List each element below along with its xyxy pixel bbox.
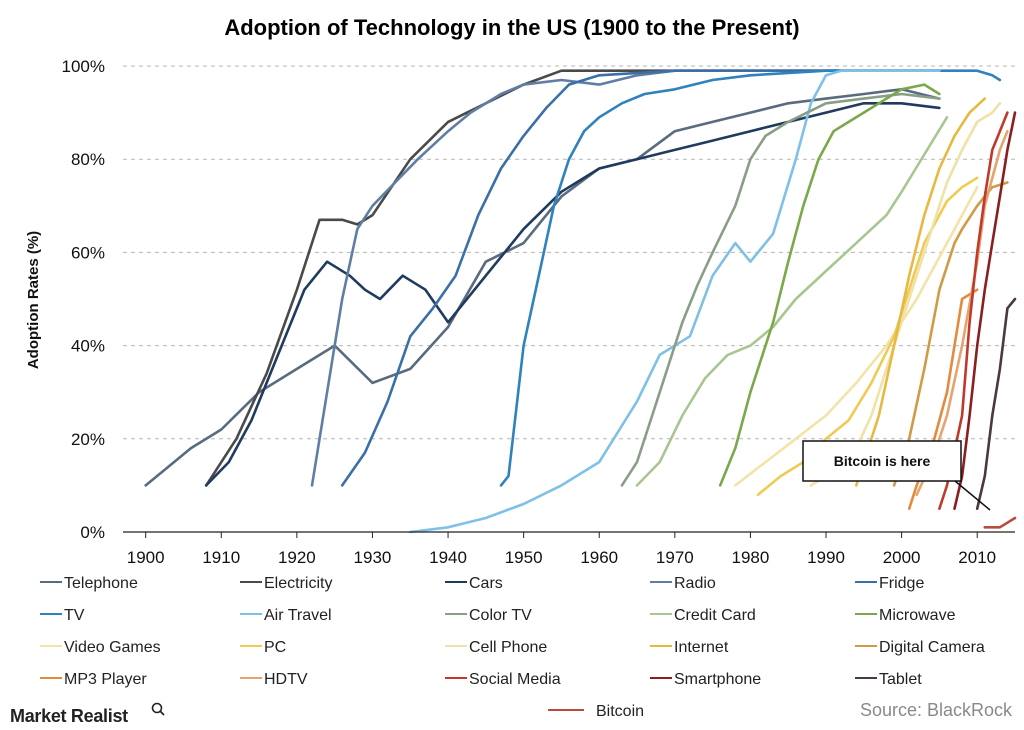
legend: Telephone Electricity Cars Radio Fridge TV Air… bbox=[40, 575, 985, 720]
x-tick-label: 2000 bbox=[883, 548, 921, 567]
legend-label-video-games: Video Games bbox=[64, 639, 161, 656]
y-axis-label: Adoption Rates (%) bbox=[25, 231, 42, 369]
source-note: Source: BlackRock bbox=[860, 700, 1013, 720]
series-line-mp3-player bbox=[907, 288, 979, 510]
x-tick-label: 1980 bbox=[732, 548, 770, 567]
x-tick-label: 1900 bbox=[127, 548, 165, 567]
x-tick-label: 1970 bbox=[656, 548, 694, 567]
x-tick-label: 1930 bbox=[354, 548, 392, 567]
legend-label-air-travel: Air Travel bbox=[264, 607, 332, 624]
series-line-color-tv bbox=[620, 92, 941, 487]
legend-label-social-media: Social Media bbox=[469, 671, 561, 688]
legend-label-hdtv: HDTV bbox=[264, 671, 308, 688]
x-tick-label: 2010 bbox=[958, 548, 996, 567]
series-line-cars bbox=[204, 102, 941, 487]
legend-label-cell-phone: Cell Phone bbox=[469, 639, 547, 656]
legend-label-internet: Internet bbox=[674, 639, 729, 656]
legend-label-fridge: Fridge bbox=[879, 575, 924, 592]
magnifier-icon bbox=[151, 702, 165, 716]
legend-label-radio: Radio bbox=[674, 575, 716, 592]
y-tick-label: 60% bbox=[71, 243, 105, 262]
legend-label-telephone: Telephone bbox=[64, 575, 138, 592]
x-tick-label: 1910 bbox=[202, 548, 240, 567]
series-line-radio bbox=[310, 69, 941, 487]
series-line-electricity bbox=[204, 69, 941, 487]
series-line-bitcoin bbox=[983, 516, 1017, 529]
series-line-video-games bbox=[734, 185, 979, 487]
legend-label-bitcoin: Bitcoin bbox=[596, 703, 644, 720]
legend-label-tablet: Tablet bbox=[879, 671, 922, 688]
y-tick-label: 100% bbox=[62, 57, 105, 76]
brand-logo: Market Realist bbox=[10, 706, 128, 726]
series-line-telephone bbox=[144, 88, 941, 487]
series-lines bbox=[144, 69, 1017, 534]
chart-title: Adoption of Technology in the US (1900 t… bbox=[224, 15, 799, 40]
series-line-smartphone bbox=[953, 111, 1017, 510]
series-line-air-travel bbox=[409, 69, 941, 534]
legend-label-smartphone: Smartphone bbox=[674, 671, 761, 688]
legend-label-digital-camera: Digital Camera bbox=[879, 639, 985, 656]
x-tick-label: 1960 bbox=[580, 548, 618, 567]
x-tick-label: 1950 bbox=[505, 548, 543, 567]
y-tick-label: 80% bbox=[71, 150, 105, 169]
series-line-tablet bbox=[975, 297, 1017, 510]
x-tick-label: 1990 bbox=[807, 548, 845, 567]
x-tick-label: 1920 bbox=[278, 548, 316, 567]
legend-label-mp3-player: MP3 Player bbox=[64, 671, 147, 688]
legend-label-tv: TV bbox=[64, 607, 85, 624]
series-line-microwave bbox=[718, 83, 941, 487]
series-line-internet bbox=[855, 97, 987, 487]
axes: 0% 20% 40% 60% 80% 100% 1900 1910 1920 1930 1940 19… bbox=[62, 57, 1015, 567]
y-tick-label: 20% bbox=[71, 430, 105, 449]
series-line-credit-card bbox=[635, 116, 949, 487]
annotation-text: Bitcoin is here bbox=[834, 453, 931, 469]
legend-label-pc: PC bbox=[264, 639, 286, 656]
legend-label-microwave: Microwave bbox=[879, 607, 956, 624]
legend-label-cars: Cars bbox=[469, 575, 503, 592]
y-tick-label: 40% bbox=[71, 337, 105, 356]
annotation: Bitcoin is here bbox=[802, 440, 991, 511]
series-line-tv bbox=[499, 69, 1002, 487]
legend-label-electricity: Electricity bbox=[264, 575, 332, 592]
y-tick-label: 0% bbox=[80, 523, 105, 542]
legend-label-credit-card: Credit Card bbox=[674, 607, 756, 624]
annotation-box bbox=[802, 440, 962, 482]
annotation-pointer bbox=[954, 480, 991, 511]
series-line-fridge bbox=[340, 69, 941, 487]
series-line-pc bbox=[756, 176, 979, 496]
x-tick-label: 1940 bbox=[429, 548, 467, 567]
legend-label-color-tv: Color TV bbox=[469, 607, 532, 624]
